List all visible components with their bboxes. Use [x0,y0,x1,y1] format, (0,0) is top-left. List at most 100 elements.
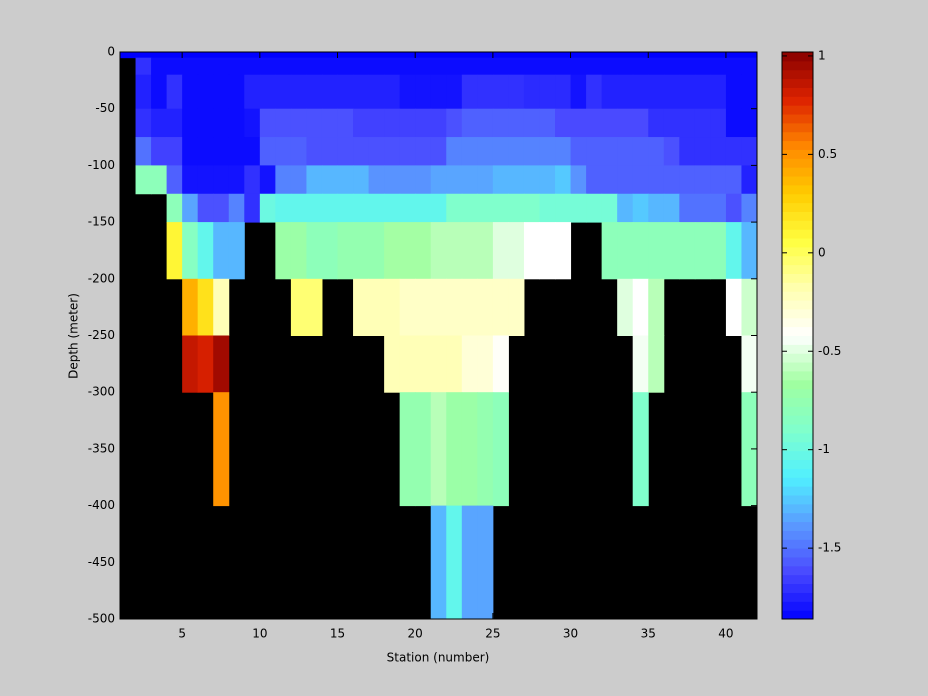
cell [492,335,509,393]
cell [151,137,168,166]
cell [275,137,292,166]
cell [461,57,478,76]
y-tick-label: -100 [88,158,115,172]
cell [710,74,727,110]
cell [539,52,556,59]
colorbar-band [782,105,813,115]
cell [259,108,276,138]
cell [337,193,354,223]
cell [741,108,758,138]
cell [617,74,634,110]
colorbar-band [782,158,813,168]
cell [353,137,370,166]
cell [586,193,603,223]
cell [539,108,556,138]
cell [632,57,649,76]
cell [741,137,758,166]
cell [725,165,742,195]
cell [213,165,230,195]
cell [601,108,618,138]
cell [244,137,261,166]
cell [321,108,339,138]
cell [461,193,478,223]
cell [337,52,354,59]
cell [694,57,711,76]
cell [694,222,711,280]
cell [461,222,478,280]
cell [244,193,261,223]
colorbar-band [782,176,813,186]
cell [570,165,587,195]
cell [477,165,494,195]
colorbar-tick-label: 0 [818,245,826,259]
cell [430,392,447,507]
cell [679,165,696,195]
cell [290,74,307,110]
cell [508,108,525,138]
colorbar-band [782,397,813,407]
cell [523,57,540,76]
cell [430,57,447,76]
cell [275,52,292,59]
colorbar-band [782,379,813,390]
colorbar-band [782,140,813,150]
cell [197,108,214,138]
cell [368,165,385,195]
cell [477,392,494,507]
cell [430,52,447,59]
colorbar-band [782,131,813,142]
cell [725,108,742,138]
cell [244,74,261,110]
cell [461,392,478,507]
cell [182,74,199,110]
cell [663,57,680,76]
x-tick-label: 5 [178,627,186,641]
cell [337,165,354,195]
cell [725,52,742,59]
colorbar-tick-label: -0.5 [818,344,841,358]
colorbar-band [782,353,813,363]
cell [182,108,199,138]
cell [430,335,447,393]
y-tick-label: -250 [88,328,115,342]
colorbar-band [782,60,813,71]
cell [477,193,494,223]
cell [384,278,401,336]
cell [399,137,416,166]
cell [321,137,339,166]
cell [415,57,432,76]
cell [741,165,758,195]
cell [228,108,245,138]
cell [197,57,214,76]
colorbar-band [782,78,813,88]
cell [492,278,509,336]
cell [446,108,463,138]
x-tick-label: 15 [330,627,345,641]
cell [415,108,432,138]
cell [197,74,214,110]
colorbar-band [782,149,813,159]
cell [182,52,199,59]
cell [384,193,401,223]
cell [213,57,230,76]
cell [586,137,603,166]
cell [539,193,556,223]
cell [399,52,416,59]
cell [492,392,509,507]
cell [648,222,665,280]
cell [368,57,385,76]
cell [477,57,494,76]
cell [384,222,401,280]
cell [741,193,758,223]
cell [275,57,292,76]
cell [555,193,572,223]
cell [306,222,323,280]
x-tick-label: 40 [718,627,733,641]
cell [632,108,649,138]
cell [275,108,292,138]
cell [275,193,292,223]
cell [135,108,152,138]
cell [399,108,416,138]
cell [399,392,416,507]
cell [648,57,665,76]
